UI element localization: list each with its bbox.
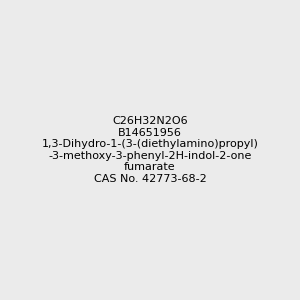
Text: C26H32N2O6
B14651956
1,3-Dihydro-1-(3-(diethylamino)propyl)
-3-methoxy-3-phenyl-: C26H32N2O6 B14651956 1,3-Dihydro-1-(3-(d…	[42, 116, 258, 184]
